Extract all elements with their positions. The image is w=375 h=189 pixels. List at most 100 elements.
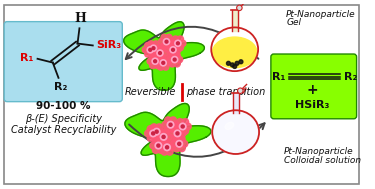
Circle shape — [150, 62, 156, 69]
Text: Colloidal solution: Colloidal solution — [284, 156, 362, 165]
Circle shape — [165, 126, 171, 132]
Circle shape — [177, 135, 183, 141]
Circle shape — [159, 144, 165, 151]
Polygon shape — [232, 93, 239, 113]
Circle shape — [233, 64, 237, 68]
Circle shape — [171, 135, 178, 141]
Circle shape — [152, 47, 155, 50]
Text: R₁: R₁ — [20, 53, 34, 63]
Circle shape — [175, 40, 181, 46]
Circle shape — [172, 121, 179, 128]
Circle shape — [154, 54, 161, 60]
Circle shape — [158, 147, 164, 153]
Circle shape — [175, 47, 181, 53]
Circle shape — [165, 146, 169, 149]
Circle shape — [150, 45, 157, 51]
Circle shape — [178, 145, 185, 152]
Circle shape — [157, 50, 163, 56]
Circle shape — [146, 45, 152, 51]
Circle shape — [172, 43, 178, 49]
Circle shape — [158, 129, 164, 136]
Circle shape — [159, 46, 166, 52]
Circle shape — [154, 46, 161, 52]
Circle shape — [170, 40, 176, 46]
Circle shape — [166, 148, 173, 155]
Circle shape — [152, 47, 158, 53]
Circle shape — [165, 40, 168, 43]
Circle shape — [179, 123, 186, 130]
Circle shape — [153, 128, 160, 135]
Ellipse shape — [211, 27, 258, 71]
Circle shape — [147, 47, 153, 53]
Circle shape — [172, 51, 178, 57]
Circle shape — [159, 39, 165, 45]
Circle shape — [152, 132, 155, 135]
Circle shape — [160, 60, 166, 66]
Circle shape — [237, 5, 242, 11]
Text: R₁: R₁ — [272, 72, 285, 82]
Circle shape — [147, 125, 154, 132]
Circle shape — [161, 34, 167, 41]
Circle shape — [168, 39, 174, 45]
Circle shape — [181, 125, 184, 128]
Circle shape — [177, 42, 179, 45]
Circle shape — [160, 142, 167, 149]
Text: Pt-Nanoparticle: Pt-Nanoparticle — [284, 147, 354, 156]
Circle shape — [166, 57, 173, 63]
Circle shape — [239, 60, 243, 64]
Text: R₂: R₂ — [54, 82, 67, 92]
Circle shape — [170, 126, 177, 132]
FancyBboxPatch shape — [4, 5, 360, 184]
Circle shape — [174, 61, 180, 67]
Text: Pt-Nanoparticle: Pt-Nanoparticle — [286, 9, 356, 19]
Circle shape — [159, 54, 166, 60]
Circle shape — [173, 58, 176, 61]
FancyBboxPatch shape — [4, 22, 122, 102]
Circle shape — [165, 60, 171, 66]
Polygon shape — [232, 10, 238, 30]
Circle shape — [162, 64, 169, 70]
Circle shape — [161, 43, 167, 49]
Circle shape — [153, 49, 159, 56]
Circle shape — [164, 39, 170, 45]
Circle shape — [177, 119, 183, 125]
Circle shape — [162, 56, 169, 62]
Circle shape — [161, 139, 168, 146]
Circle shape — [152, 147, 159, 153]
Circle shape — [152, 138, 159, 144]
Ellipse shape — [212, 37, 257, 68]
Circle shape — [163, 129, 170, 136]
Circle shape — [154, 62, 160, 69]
Polygon shape — [125, 104, 211, 177]
Circle shape — [156, 124, 163, 131]
Circle shape — [169, 123, 172, 126]
Circle shape — [178, 136, 185, 143]
Circle shape — [158, 56, 164, 62]
Circle shape — [176, 140, 183, 147]
Text: SiR₃: SiR₃ — [97, 40, 122, 50]
Circle shape — [172, 44, 178, 51]
Circle shape — [235, 61, 239, 65]
Text: R₂: R₂ — [344, 72, 358, 82]
Circle shape — [165, 134, 172, 140]
Circle shape — [153, 41, 159, 47]
Circle shape — [169, 130, 176, 137]
Circle shape — [159, 128, 165, 135]
FancyBboxPatch shape — [271, 54, 357, 119]
Circle shape — [176, 132, 179, 135]
Circle shape — [174, 123, 181, 130]
Circle shape — [226, 61, 230, 65]
Circle shape — [230, 63, 234, 67]
Circle shape — [173, 145, 180, 152]
Circle shape — [147, 135, 154, 141]
Circle shape — [160, 134, 167, 140]
Circle shape — [162, 61, 165, 64]
Circle shape — [238, 88, 243, 94]
Circle shape — [150, 54, 156, 60]
Circle shape — [162, 135, 165, 138]
Circle shape — [148, 41, 154, 47]
Text: Catalyst Recyclability: Catalyst Recyclability — [10, 125, 116, 135]
Circle shape — [184, 123, 191, 130]
Circle shape — [142, 47, 148, 53]
Circle shape — [177, 44, 183, 51]
